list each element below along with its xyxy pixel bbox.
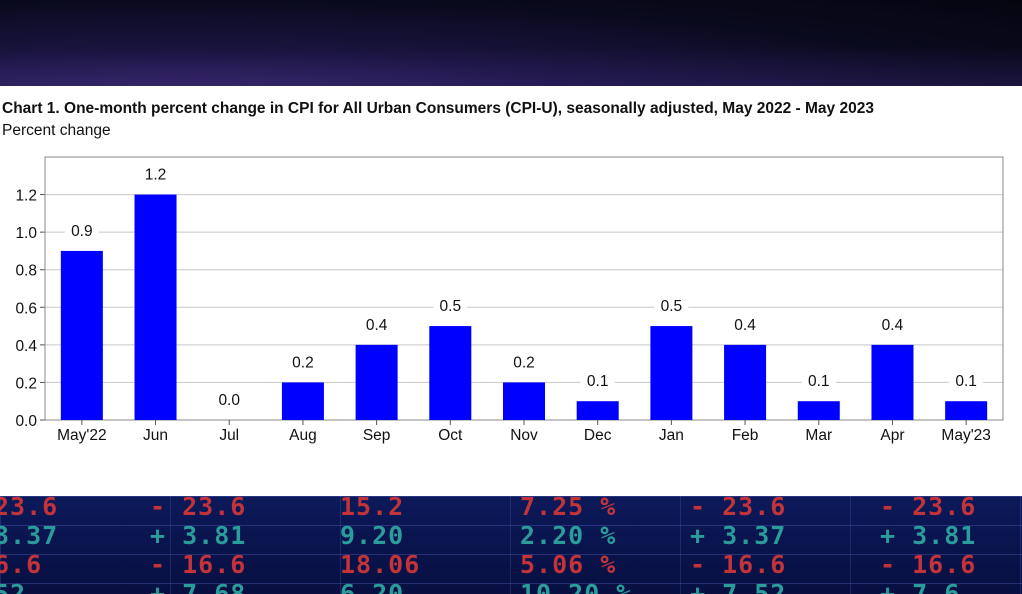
data-label: 0.1 [808, 373, 830, 390]
data-label-bg [875, 315, 910, 334]
ticker-value: - 16.6 [150, 550, 247, 579]
ticker-row: 3.37 + 3.81 9.20 2.20 % + 3.37 + 3.81 [0, 521, 1022, 551]
bar [134, 194, 177, 420]
bar [355, 344, 398, 420]
data-label: 0.4 [882, 317, 904, 334]
ticker-value: 23.6 [0, 496, 59, 521]
data-label-bg [580, 372, 615, 391]
bar [576, 401, 619, 420]
plot-border [44, 156, 1004, 421]
x-tick-label: Jun [143, 427, 168, 444]
x-tick-label: Apr [880, 427, 904, 444]
ticker-row: 23.6 - 23.6 15.2 7.25 % - 23.6 - 23.6 [0, 496, 1022, 522]
ticker-value: + 7.68 [150, 579, 247, 594]
data-label: 0.5 [440, 298, 462, 315]
data-label: 0.5 [661, 298, 683, 315]
data-label-bg [212, 391, 247, 409]
x-tick-label: Oct [438, 427, 463, 444]
y-tick-label: 0.8 [15, 263, 37, 280]
y-tick-label: 1.0 [15, 225, 37, 242]
ticker-value: - 23.6 [150, 496, 247, 521]
ticker-value: 7.25 % [520, 496, 617, 521]
ticker-value: 18.06 [340, 550, 421, 579]
data-label-bg [801, 372, 836, 391]
data-label: 0.2 [292, 354, 314, 371]
ticker-row: 52 + 7.68 6.20 10.20 % + 7.52 + 7.6 [0, 579, 1022, 594]
ticker-value: + 7.52 [690, 579, 787, 594]
ticker-value: - 23.6 [880, 496, 977, 521]
y-tick-label: 0.6 [15, 300, 37, 317]
x-tick-label: Jan [659, 427, 684, 444]
bar [503, 382, 545, 420]
y-tick-label: 0.4 [15, 338, 37, 355]
x-tick-label: Aug [289, 427, 317, 444]
x-tick-label: Sep [363, 427, 391, 444]
bar [871, 344, 914, 420]
y-tick-label: 0.2 [15, 375, 37, 392]
cpi-bar-chart: 0.0 0.2 0.4 0.6 0.8 1.0 1.2 0.9 May'22 1.2 Jun 0.0 J… [15, 156, 1004, 444]
bar [650, 326, 693, 420]
header-banner [0, 0, 1022, 86]
data-label: 0.1 [955, 373, 977, 390]
ticker-value: + 7.6 [880, 579, 961, 594]
x-tick-label: Jul [219, 427, 239, 444]
data-label: 0.1 [587, 373, 609, 390]
data-label: 0.4 [734, 317, 756, 334]
ticker-row: 6.6 - 16.6 18.06 5.06 % - 16.6 - 16.6 [0, 550, 1022, 580]
ticker-value: + 3.37 [690, 521, 787, 550]
ticker-value: 3.37 [0, 521, 59, 550]
ticker-value: 6.6 [0, 550, 43, 579]
stock-ticker-banner: 23.6 - 23.6 15.2 7.25 % - 23.6 - 23.6 3.37 + 3.… [0, 496, 1022, 594]
data-label-bg [359, 315, 394, 334]
ticker-value: 6.20 [340, 579, 405, 594]
bar [281, 382, 324, 420]
data-label-bg [138, 165, 173, 184]
x-tick-label: Feb [732, 427, 759, 444]
ticker-value: - 16.6 [690, 550, 787, 579]
data-label-bg [949, 372, 984, 391]
ticker-value: + 3.81 [150, 521, 247, 550]
ticker-value: 5.06 % [520, 550, 617, 579]
ticker-value: 2.20 % [520, 521, 617, 550]
x-tick-label: Dec [584, 427, 612, 444]
chart-title: Chart 1. One-month percent change in CPI… [2, 100, 874, 117]
data-label: 0.9 [71, 223, 93, 240]
x-tick-label: Nov [510, 427, 538, 444]
data-label-bg [654, 297, 689, 316]
bar [60, 250, 103, 420]
x-tick-label: Mar [805, 427, 832, 444]
y-tick-label: 1.2 [15, 188, 37, 205]
y-axis-label: Percent change [2, 122, 111, 139]
data-label-bg [507, 353, 541, 372]
ticker-value: 10.20 % [520, 579, 633, 594]
data-label-bg [64, 221, 99, 240]
data-label-bg [433, 297, 468, 316]
data-label-bg [285, 353, 320, 372]
data-label: 0.2 [513, 354, 535, 371]
data-label: 1.2 [145, 167, 167, 184]
ticker-value: + 3.81 [880, 521, 977, 550]
ticker-value: 52 [0, 579, 27, 594]
bar [429, 326, 472, 420]
data-label: 0.0 [218, 392, 240, 409]
ticker-value: - 16.6 [880, 550, 977, 579]
bar [724, 344, 767, 420]
data-label-bg [728, 315, 763, 334]
ticker-value: - 23.6 [690, 496, 787, 521]
bar [797, 401, 840, 420]
bar [945, 401, 988, 420]
ticker-value: 15.2 [340, 496, 405, 521]
data-label: 0.4 [366, 317, 388, 334]
x-tick-label: May'23 [941, 427, 990, 444]
y-tick-label: 0.0 [15, 413, 37, 430]
x-tick-label: May'22 [57, 427, 106, 444]
ticker-value: 9.20 [340, 521, 405, 550]
